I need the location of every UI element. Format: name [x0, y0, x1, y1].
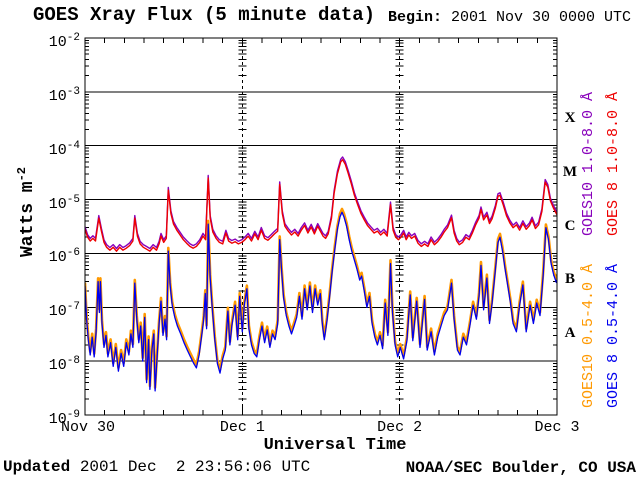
- y-tick-label: 10-8: [48, 355, 80, 375]
- flare-class-label: B: [564, 271, 575, 288]
- curve-goes-8-1.0-8.0-å: [85, 158, 557, 252]
- legend-goes10-long: GOES10 1.0-8.0 Å: [580, 91, 597, 237]
- y-tick-label: 10-5: [48, 193, 80, 213]
- plot-border: [84, 37, 558, 416]
- y-tick-label: 10-9: [48, 409, 80, 428]
- legend-goes8-long: GOES 8 1.0-8.0 Å: [605, 91, 622, 237]
- page-title: GOES Xray Flux (5 minute data): [33, 4, 376, 26]
- legend-goes8-short: GOES 8 0.5-4.0 Å: [605, 263, 622, 409]
- y-tick-label: 10-2: [48, 32, 80, 51]
- curve-goes-8-0.5-4.0-å: [85, 211, 557, 392]
- y-tick-label: 10-6: [48, 247, 80, 267]
- flare-class-label: X: [564, 109, 576, 126]
- y-tick-label: 10-3: [48, 85, 80, 105]
- updated-value: 2001 Dec 2 23:56:06 UTC: [70, 458, 311, 476]
- updated-timestamp: Updated 2001 Dec 2 23:56:06 UTC: [3, 458, 310, 476]
- x-tick-label: Nov 30: [60, 419, 115, 436]
- x-axis-label: Universal Time: [263, 436, 407, 455]
- updated-label: Updated: [3, 458, 71, 476]
- flare-class-label: A: [564, 325, 576, 342]
- x-tick-label: Dec 2: [377, 419, 423, 436]
- x-tick-label: Dec 1: [219, 419, 265, 436]
- legend-goes10-short: GOES10 0.5-4.0 Å: [580, 263, 597, 409]
- credit-text: NOAA/SEC Boulder, CO USA: [405, 459, 636, 477]
- flare-class-label: C: [564, 217, 576, 234]
- y-tick-label: 10-7: [48, 301, 80, 321]
- y-axis-label: Watts m-2: [15, 166, 38, 258]
- x-tick-label: Dec 3: [534, 419, 580, 436]
- begin-value: 2001 Nov 30 0000 UTC: [451, 9, 632, 26]
- begin-label: Begin:: [388, 9, 443, 26]
- begin-timestamp: Begin: 2001 Nov 30 0000 UTC: [388, 9, 631, 26]
- flare-class-label: M: [562, 163, 578, 180]
- y-tick-label: 10-4: [48, 139, 80, 159]
- curve-goes10-1.0-8.0-å: [85, 156, 557, 250]
